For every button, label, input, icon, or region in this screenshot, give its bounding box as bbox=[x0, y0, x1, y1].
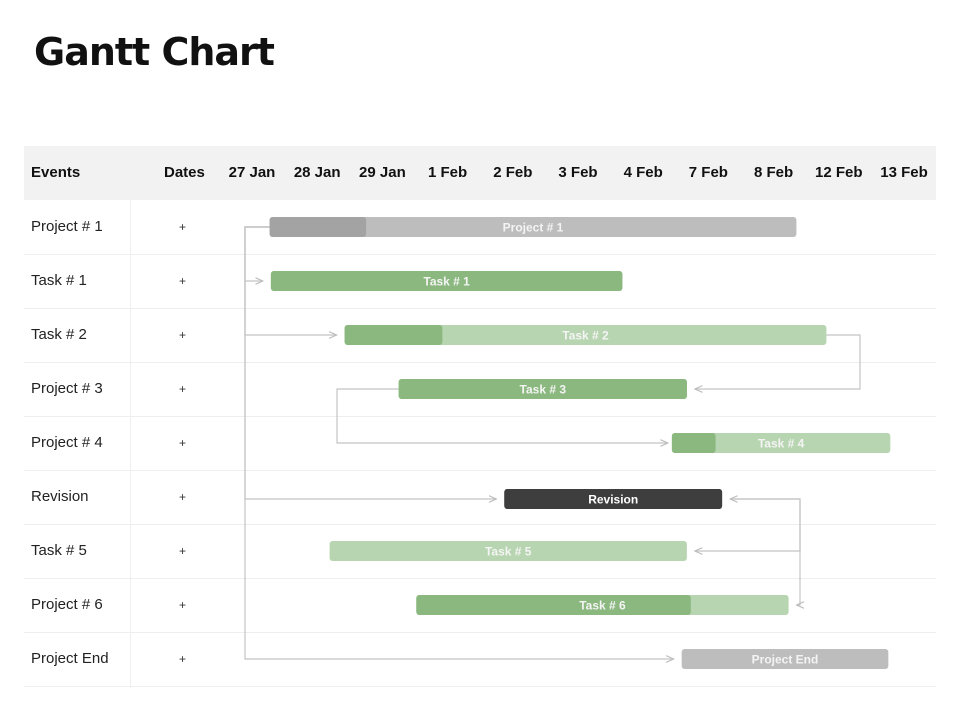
bar-progress bbox=[269, 217, 367, 237]
add-date-button[interactable]: + bbox=[179, 328, 187, 342]
table-row: Project # 1 + bbox=[24, 200, 936, 255]
add-date-button[interactable]: + bbox=[179, 652, 187, 666]
date-header: 1 Feb bbox=[428, 164, 468, 181]
bar-label: Task # 3 bbox=[520, 383, 567, 397]
bar-track bbox=[344, 325, 827, 345]
event-label: Revision bbox=[31, 488, 89, 505]
add-date-button[interactable]: + bbox=[179, 436, 187, 450]
dependency-arrow bbox=[244, 226, 496, 499]
date-header: 28 Jan bbox=[293, 164, 341, 181]
task-bar[interactable]: Task # 1 bbox=[270, 271, 623, 291]
dependency-arrow bbox=[695, 334, 861, 389]
bar-progress bbox=[504, 489, 723, 509]
page-title: Gantt Chart bbox=[34, 30, 275, 74]
event-label: Task # 1 bbox=[31, 272, 87, 289]
bar-label: Task # 2 bbox=[562, 329, 609, 343]
bar-label: Task # 4 bbox=[758, 437, 805, 451]
date-header: 2 Feb bbox=[493, 164, 533, 181]
bar-track bbox=[671, 433, 891, 453]
dates-header: Dates bbox=[164, 164, 205, 181]
table-row: Task # 5 + bbox=[24, 524, 936, 579]
bar-progress bbox=[344, 325, 443, 345]
event-label: Project # 3 bbox=[31, 380, 103, 397]
bar-label: Project End bbox=[752, 653, 819, 667]
dependency-arrow bbox=[244, 226, 270, 281]
table-row: Project End + bbox=[24, 632, 936, 687]
date-header: 13 Feb bbox=[880, 164, 928, 181]
event-label: Task # 5 bbox=[31, 542, 87, 559]
bar-track bbox=[329, 541, 687, 561]
task-bar[interactable]: Task # 6 bbox=[416, 595, 789, 615]
bar-track bbox=[681, 649, 889, 669]
dependency-links bbox=[244, 226, 861, 659]
date-header: 3 Feb bbox=[558, 164, 598, 181]
task-bar[interactable]: Task # 4 bbox=[671, 433, 891, 453]
gantt-table: Events Dates 27 Jan 28 Jan 29 Jan 1 Feb 2 Fe… bbox=[24, 146, 936, 687]
event-label: Project # 1 bbox=[31, 218, 103, 235]
bar-progress bbox=[270, 271, 623, 291]
header-row: Events Dates 27 Jan 28 Jan 29 Jan 1 Feb 2 Fe… bbox=[24, 146, 936, 200]
column-divider bbox=[130, 200, 131, 688]
task-bar[interactable]: Revision bbox=[504, 489, 723, 509]
dependency-arrow bbox=[730, 498, 800, 605]
add-date-button[interactable]: + bbox=[179, 274, 187, 288]
add-date-button[interactable]: + bbox=[179, 490, 187, 504]
add-date-button[interactable]: + bbox=[179, 544, 187, 558]
date-header: 8 Feb bbox=[754, 164, 794, 181]
task-bar[interactable]: Task # 3 bbox=[398, 379, 687, 399]
dependency-arrow bbox=[336, 388, 668, 443]
table-row: Project # 6 + bbox=[24, 578, 936, 633]
event-label: Task # 2 bbox=[31, 326, 87, 343]
date-header: 12 Feb bbox=[815, 164, 863, 181]
bar-label: Task # 1 bbox=[423, 275, 470, 289]
task-bar[interactable]: Task # 2 bbox=[344, 325, 827, 345]
task-bars: Project # 1 Task # 1 Task # 2 Task # 3 Task … bbox=[269, 217, 891, 669]
bar-label: Task # 5 bbox=[485, 545, 532, 559]
bar-progress bbox=[416, 595, 691, 615]
dependency-arrow bbox=[244, 226, 674, 659]
event-label: Project End bbox=[31, 650, 109, 667]
event-label: Project # 6 bbox=[31, 596, 103, 613]
date-header: 29 Jan bbox=[359, 164, 406, 181]
events-header: Events bbox=[31, 164, 81, 181]
bar-label: Task # 6 bbox=[579, 599, 626, 613]
table-row: Task # 2 + bbox=[24, 308, 936, 363]
add-date-button[interactable]: + bbox=[179, 382, 187, 396]
table-row: Project # 3 + bbox=[24, 362, 936, 417]
table-row: Task # 1 + bbox=[24, 254, 936, 309]
table-row: Project # 4 + bbox=[24, 416, 936, 471]
event-label: Project # 4 bbox=[31, 434, 103, 451]
date-header: 4 Feb bbox=[623, 164, 663, 181]
bar-label: Project # 1 bbox=[503, 221, 564, 235]
add-date-button[interactable]: + bbox=[179, 598, 187, 612]
task-bar[interactable]: Task # 5 bbox=[329, 541, 687, 561]
bar-label: Revision bbox=[588, 493, 638, 507]
task-bar[interactable]: Project End bbox=[681, 649, 889, 669]
bar-progress bbox=[398, 379, 687, 399]
bar-track bbox=[269, 217, 797, 237]
table-row: Revision + bbox=[24, 470, 936, 525]
add-date-button[interactable]: + bbox=[179, 220, 187, 234]
date-header: 27 Jan bbox=[228, 164, 276, 181]
date-header: 7 Feb bbox=[688, 164, 728, 181]
task-bar[interactable]: Project # 1 bbox=[269, 217, 797, 237]
bar-progress bbox=[671, 433, 716, 453]
